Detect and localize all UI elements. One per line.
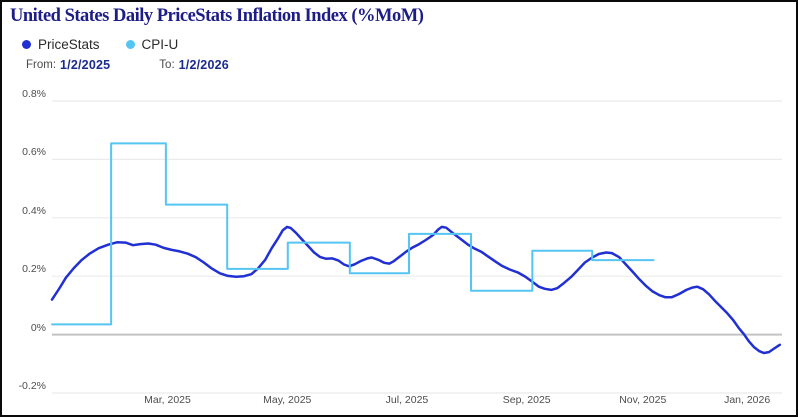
to-label: To: (159, 59, 175, 71)
x-tick-label: Nov, 2025 (619, 394, 667, 406)
legend-label-cpiu: CPI-U (141, 37, 179, 52)
chart-plot-area[interactable] (50, 100, 782, 394)
y-tick-label: 0.8% (22, 88, 46, 100)
legend: PriceStats CPI-U (22, 37, 178, 52)
pricestats-dot-icon (22, 40, 31, 49)
chart-canvas (50, 100, 782, 394)
x-tick-label: Jul, 2025 (385, 394, 429, 406)
date-range: From: 1/2/2025 To: 1/2/2026 (26, 58, 229, 72)
from-date-value[interactable]: 1/2/2025 (60, 58, 111, 72)
legend-item-cpiu[interactable]: CPI-U (125, 37, 179, 52)
y-tick-label: 0% (30, 321, 46, 334)
x-tick-label: Sep, 2025 (502, 394, 551, 406)
x-tick-label: Mar, 2025 (144, 394, 191, 406)
legend-label-pricestats: PriceStats (38, 37, 100, 52)
x-tick-label: May, 2025 (263, 394, 312, 406)
y-tick-label: -0.2% (18, 380, 46, 392)
series-pricestats (50, 225, 782, 355)
legend-item-pricestats[interactable]: PriceStats (22, 37, 100, 52)
cpiu-dot-icon (125, 40, 135, 49)
series-cpi-u (51, 142, 655, 326)
y-tick-label: 0.2% (22, 263, 46, 276)
y-tick-label: 0.4% (22, 204, 46, 217)
y-tick-label: 0.6% (22, 146, 46, 159)
from-label: From: (26, 59, 57, 71)
x-tick-label: Jan, 2026 (724, 394, 771, 406)
to-date-value[interactable]: 1/2/2026 (178, 58, 229, 72)
page-title: United States Daily PriceStats Inflation… (10, 6, 424, 26)
